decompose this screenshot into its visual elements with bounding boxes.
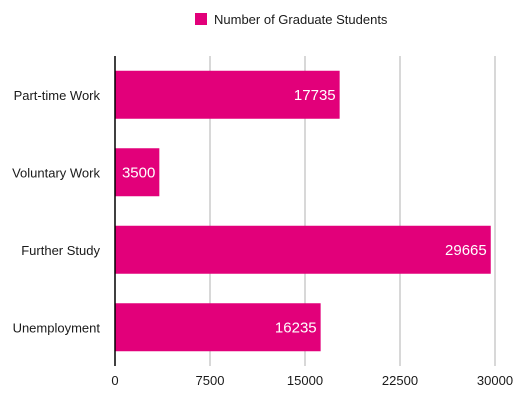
chart-legend: Number of Graduate Students <box>195 10 387 28</box>
x-tick-label: 7500 <box>196 373 225 388</box>
bars <box>115 70 491 352</box>
bar-value-label: 29665 <box>445 242 487 259</box>
x-tick-label: 30000 <box>477 373 513 388</box>
category-label: Unemployment <box>13 320 101 335</box>
bar-value-label: 17735 <box>294 87 336 104</box>
x-tick-label: 22500 <box>382 373 418 388</box>
category-label: Voluntary Work <box>12 165 100 180</box>
category-label: Part-time Work <box>14 88 101 103</box>
x-tick-label: 15000 <box>287 373 323 388</box>
labels: 17735 Part-time Work 3500 Voluntary Work 296… <box>12 87 513 388</box>
bar <box>115 303 321 352</box>
bar-value-label: 3500 <box>122 164 155 181</box>
bar <box>115 70 340 119</box>
bar <box>115 148 160 197</box>
legend-swatch <box>195 13 207 25</box>
x-tick-label: 0 <box>111 373 118 388</box>
category-label: Further Study <box>21 243 100 258</box>
bar-value-label: 16235 <box>275 319 317 336</box>
bar <box>115 225 491 274</box>
legend-label: Number of Graduate Students <box>214 11 388 27</box>
